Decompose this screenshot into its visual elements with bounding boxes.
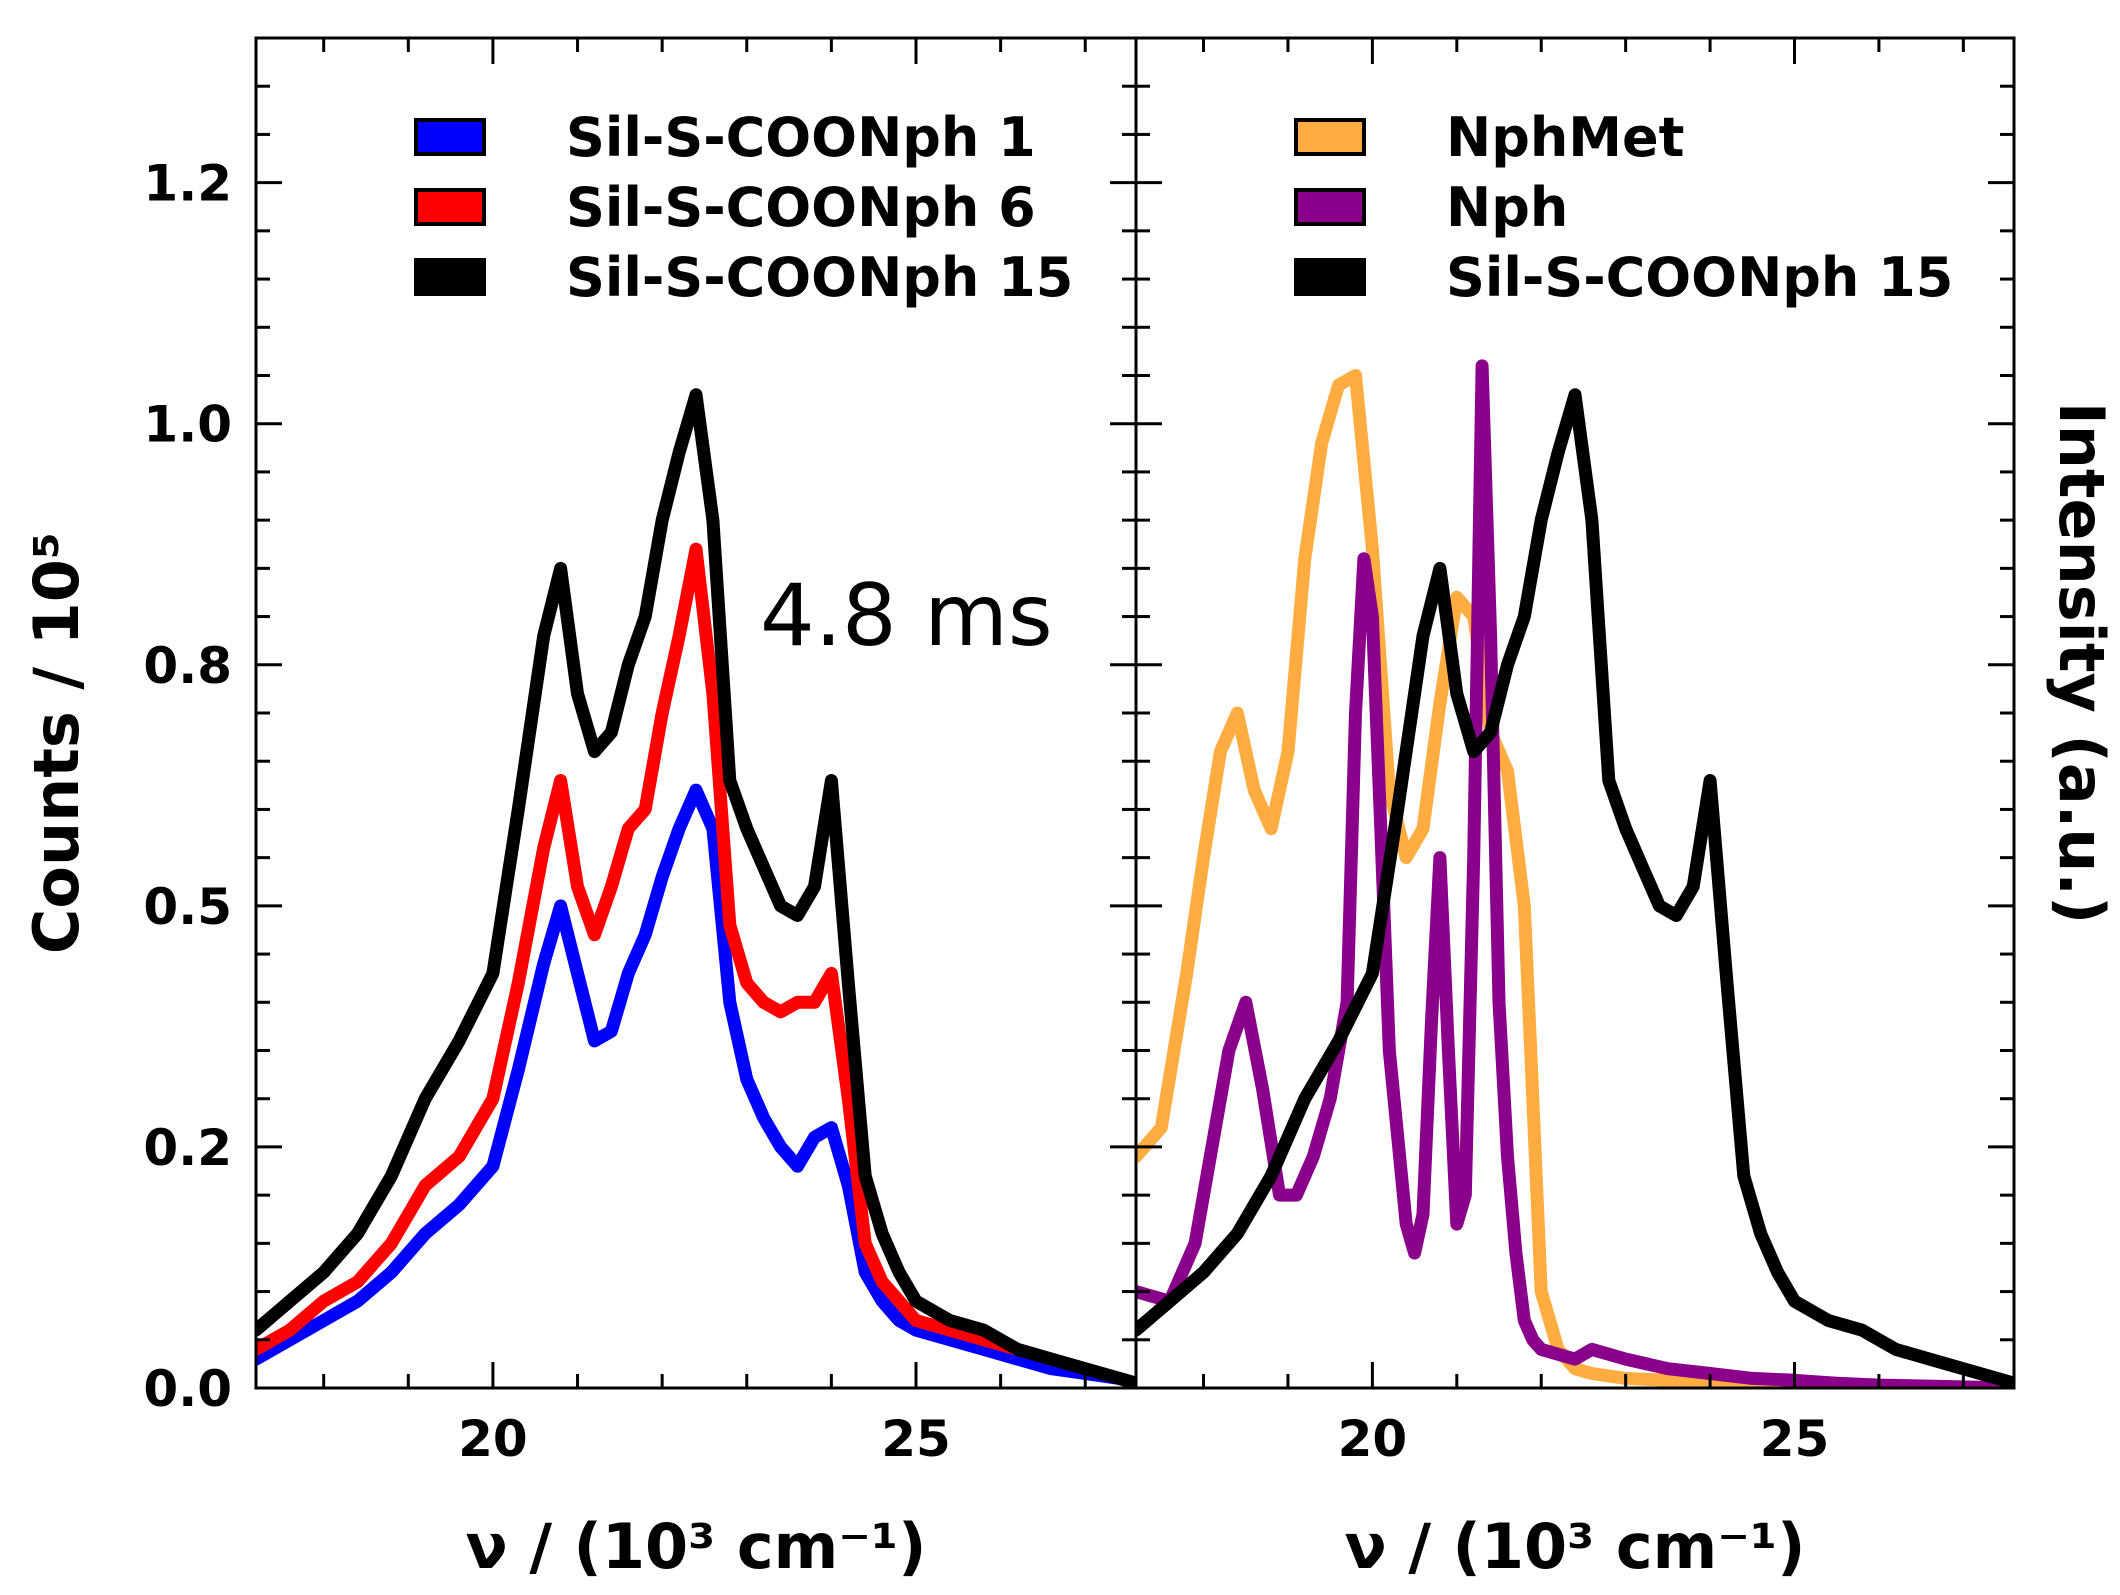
right-plot-frame — [1134, 36, 2016, 1390]
y-tick-label: 0.8 — [143, 637, 232, 695]
y-tick-label: 0.5 — [143, 878, 232, 936]
left-x-axis-title: ν / (10³ cm⁻¹) — [466, 1510, 927, 1583]
right-series-group — [1136, 359, 2014, 1388]
series-line-sil-s-coonph-15 — [1136, 388, 2014, 1388]
right-legend: NphMet Nph Sil-S-COONph 15 — [1294, 106, 1953, 309]
left-legend: Sil-S-COONph 1 Sil-S-COONph 6 Sil-S-COONph… — [414, 106, 1073, 309]
legend-swatch — [1294, 258, 1366, 296]
series-line-sil-s-coonph-15 — [256, 388, 1136, 1388]
right-ticks-group: 20 25 — [1136, 38, 2014, 1468]
left-panel: 20 250.00.20.50.81.01.2 Sil-S-COONph 1Sil… — [20, 36, 1138, 1583]
legend-label: NphMet — [1446, 106, 1684, 169]
legend-label: Sil-S-COONph 15 — [566, 246, 1073, 309]
right-y-axis-title: Intensity (a.u.) — [2045, 402, 2118, 925]
x-tick-label: 25 — [1760, 1410, 1830, 1468]
left-ticks-group: 20 25 0.0 0.2 0.5 0.8 1.0 1.2 — [143, 38, 1136, 1468]
legend-swatch — [414, 258, 486, 296]
series-line-nphmet — [1136, 369, 2014, 1388]
x-tick-label: 20 — [458, 1410, 528, 1468]
y-tick-label: 0.2 — [143, 1119, 232, 1177]
y-tick-label: 0.0 — [143, 1360, 232, 1418]
legend-label: Nph — [1446, 176, 1568, 239]
legend-swatch — [414, 118, 486, 156]
series-line-sil-s-coonph-1 — [256, 783, 1136, 1388]
legend-label: Sil-S-COONph 15 — [1446, 246, 1953, 309]
legend-swatch — [1294, 118, 1366, 156]
x-tick-label: 20 — [1338, 1410, 1408, 1468]
y-tick-label: 1.0 — [143, 396, 232, 454]
series-line-nph — [1136, 359, 2014, 1388]
left-y-axis-title: Counts / 10⁵ — [20, 532, 93, 954]
time-annotation: 4.8 ms — [760, 566, 1053, 666]
legend-label: Sil-S-COONph 6 — [566, 176, 1036, 239]
legend-swatch — [1294, 188, 1366, 226]
right-x-axis-title: ν / (10³ cm⁻¹) — [1345, 1510, 1806, 1583]
legend-swatch — [414, 188, 486, 226]
series-line-sil-s-coonph-6 — [256, 542, 1136, 1388]
y-tick-label: 1.2 — [143, 155, 232, 213]
left-series-group — [256, 388, 1136, 1388]
legend-label: Sil-S-COONph 1 — [566, 106, 1036, 169]
x-tick-label: 25 — [881, 1410, 951, 1468]
